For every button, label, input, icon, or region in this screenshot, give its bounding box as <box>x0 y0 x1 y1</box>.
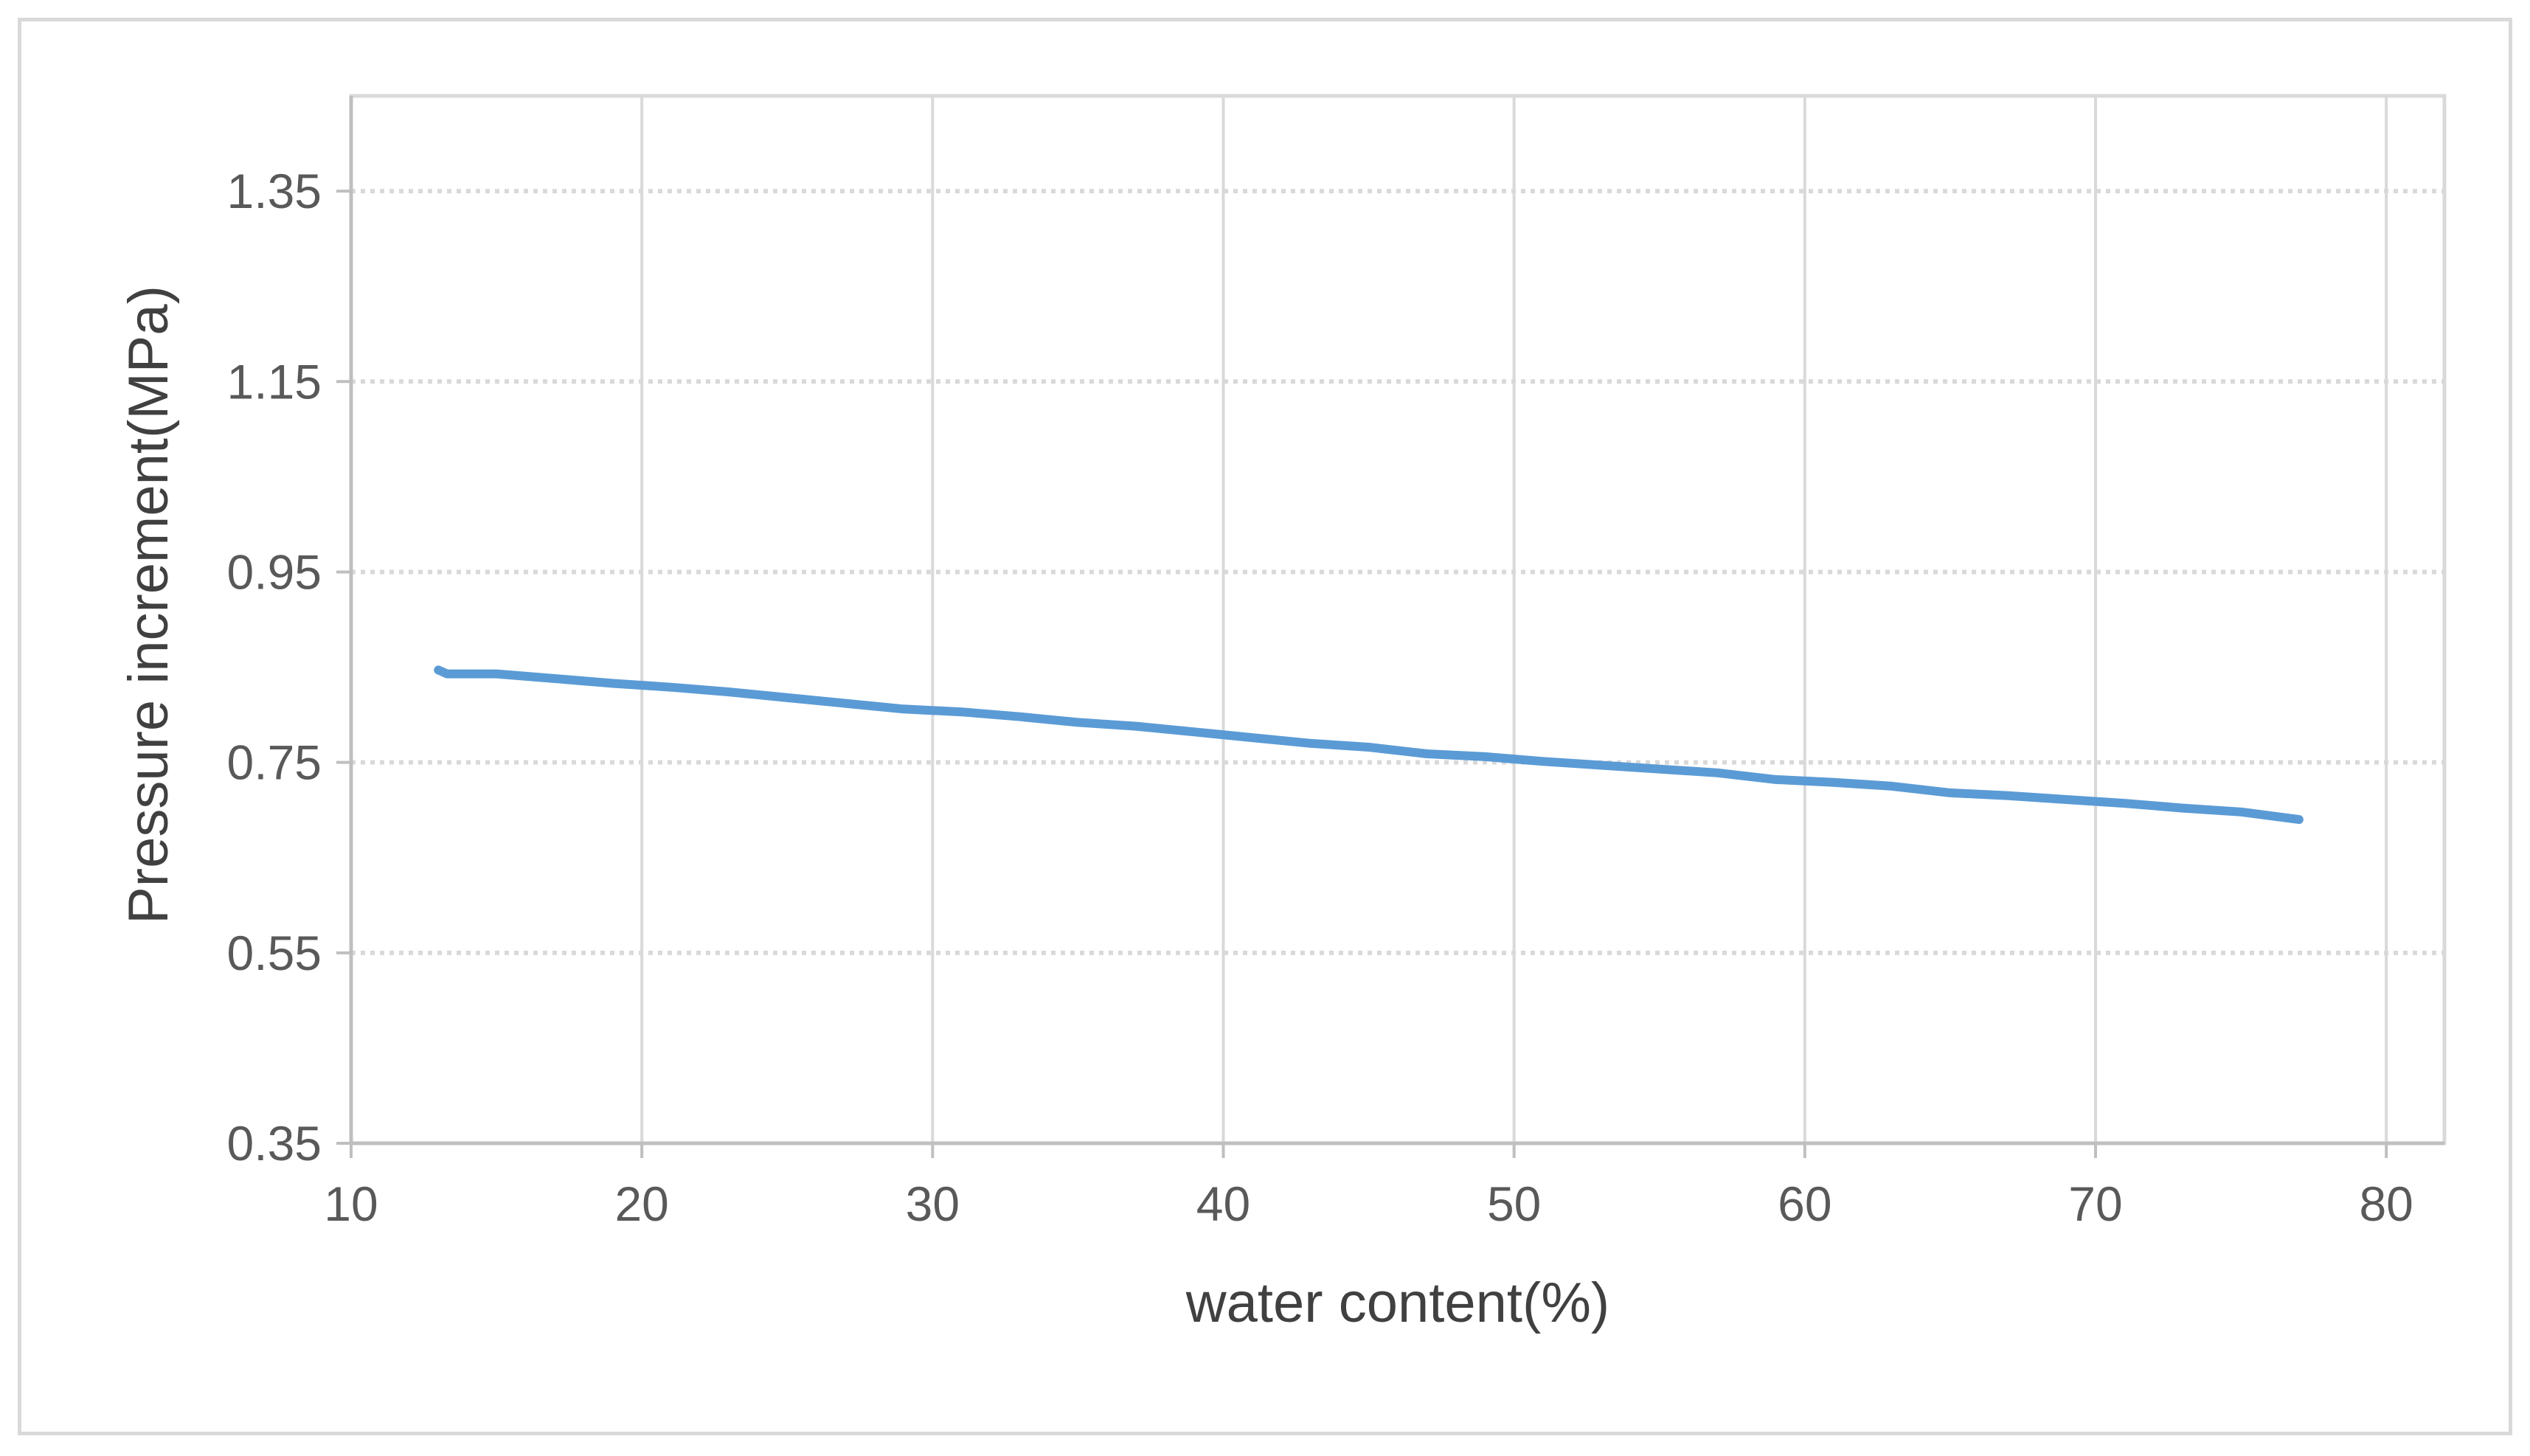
y-axis-title: Pressure increment(MPa) <box>117 285 180 924</box>
tick-labels: 10 20 30 40 50 60 70 80 0.35 0.55 0.75 0.95 1.15 1.35 <box>227 164 2413 1231</box>
y-tick-label: 1.15 <box>227 354 322 409</box>
x-tick-label: 10 <box>324 1176 378 1231</box>
series-line <box>434 665 2304 825</box>
series-layer <box>434 665 2304 825</box>
y-tick-label: 1.35 <box>227 164 322 218</box>
x-axis-title: water content(%) <box>1185 1272 1609 1334</box>
y-tick-label: 0.95 <box>227 544 322 599</box>
plot-area-border <box>349 94 2447 1145</box>
chart-frame: 10 20 30 40 50 60 70 80 0.35 0.55 0.75 0.95 1.15 1.35… <box>18 18 2512 1435</box>
x-tick-label: 30 <box>906 1176 960 1231</box>
x-tick-label: 70 <box>2068 1176 2122 1231</box>
x-tick-label: 20 <box>614 1176 668 1231</box>
x-tick-label: 50 <box>1487 1176 1541 1231</box>
x-tick-label: 40 <box>1196 1176 1250 1231</box>
line-chart: 10 20 30 40 50 60 70 80 0.35 0.55 0.75 0.95 1.15 1.35… <box>117 94 2447 1334</box>
y-tick-label: 0.35 <box>227 1116 322 1171</box>
grid-lines <box>351 96 2444 1143</box>
y-tick-label: 0.55 <box>227 926 322 980</box>
x-tick-label: 60 <box>1778 1176 1831 1231</box>
y-tick-label: 0.75 <box>227 735 322 790</box>
axes <box>336 96 2444 1158</box>
x-tick-label: 80 <box>2359 1176 2413 1231</box>
